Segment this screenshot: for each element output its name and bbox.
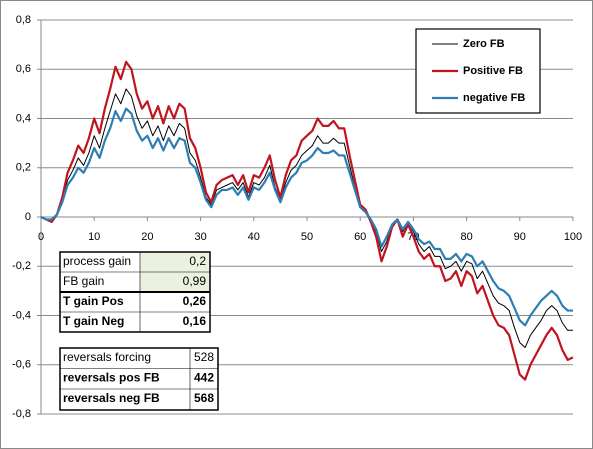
x-tick-label: 50: [301, 231, 313, 243]
y-tick-label: 0,4: [16, 112, 31, 124]
table-label: reversals neg FB: [63, 391, 160, 405]
y-tick-label: -0,2: [12, 260, 31, 272]
y-tick-label: -0,8: [12, 408, 31, 420]
series-line: [40, 107, 573, 327]
legend-label: negative FB: [463, 92, 525, 104]
table-value: 0,16: [183, 314, 207, 328]
table-value: 0,99: [183, 274, 207, 288]
y-tick-label: -0,4: [12, 309, 31, 321]
y-tick-label: 0,6: [16, 63, 31, 75]
table-label: FB gain: [63, 274, 104, 288]
table-value: 442: [194, 371, 214, 385]
table-bg: [59, 347, 219, 411]
y-tick-label: 0: [25, 211, 31, 223]
y-tick-label: 0,2: [16, 162, 31, 174]
x-tick-label: 20: [141, 231, 153, 243]
legend-label: Positive FB: [463, 65, 523, 77]
y-tick-label: -0,6: [12, 359, 31, 371]
x-tick-label: 10: [88, 231, 100, 243]
series-line: [40, 88, 573, 349]
table-label: reversals pos FB: [63, 371, 160, 385]
series-line: [40, 60, 574, 381]
table-value: 528: [194, 350, 214, 364]
x-tick-label: 30: [194, 231, 206, 243]
x-tick-label: 40: [248, 231, 260, 243]
legend-label: Zero FB: [463, 38, 505, 50]
table-value: 0,2: [189, 254, 206, 268]
table-value: 568: [194, 391, 214, 405]
table-border: [59, 251, 211, 333]
y-tick-label: 0,8: [16, 14, 31, 26]
table-label: reversals forcing: [63, 350, 151, 364]
table-label: process gain: [63, 254, 131, 268]
x-tick-label: 100: [564, 231, 582, 243]
x-tick-label: 80: [460, 231, 472, 243]
x-tick-label: 0: [38, 231, 44, 243]
table-label: T gain Neg: [63, 314, 124, 328]
x-tick-label: 60: [354, 231, 366, 243]
table-label: T gain Pos: [63, 294, 124, 308]
table-value: 0,26: [183, 294, 207, 308]
x-tick-label: 90: [514, 231, 526, 243]
